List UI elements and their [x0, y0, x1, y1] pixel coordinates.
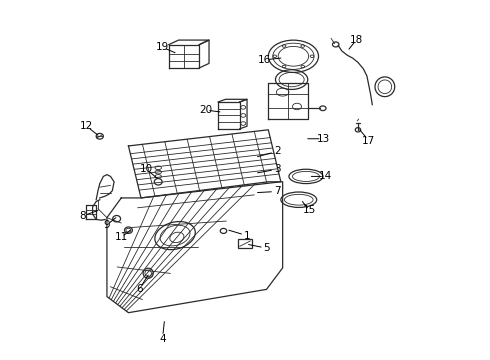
- Text: 5: 5: [263, 243, 270, 253]
- Text: 7: 7: [274, 186, 281, 197]
- Text: 14: 14: [319, 171, 332, 181]
- Text: 17: 17: [362, 136, 375, 145]
- Text: 9: 9: [103, 220, 110, 230]
- Text: 2: 2: [274, 146, 281, 156]
- Bar: [238, 239, 252, 248]
- Text: 15: 15: [303, 206, 316, 216]
- Text: 19: 19: [156, 42, 169, 52]
- Text: 8: 8: [79, 211, 86, 221]
- Text: 11: 11: [115, 232, 128, 242]
- Text: 13: 13: [317, 134, 331, 144]
- Text: 1: 1: [244, 231, 250, 240]
- Text: 20: 20: [199, 105, 212, 115]
- Text: 4: 4: [159, 333, 166, 343]
- Text: 6: 6: [136, 284, 143, 294]
- Text: 3: 3: [274, 164, 281, 174]
- Text: 12: 12: [80, 121, 93, 131]
- Text: 16: 16: [258, 55, 271, 65]
- Text: 10: 10: [140, 164, 153, 174]
- Text: 18: 18: [349, 35, 363, 45]
